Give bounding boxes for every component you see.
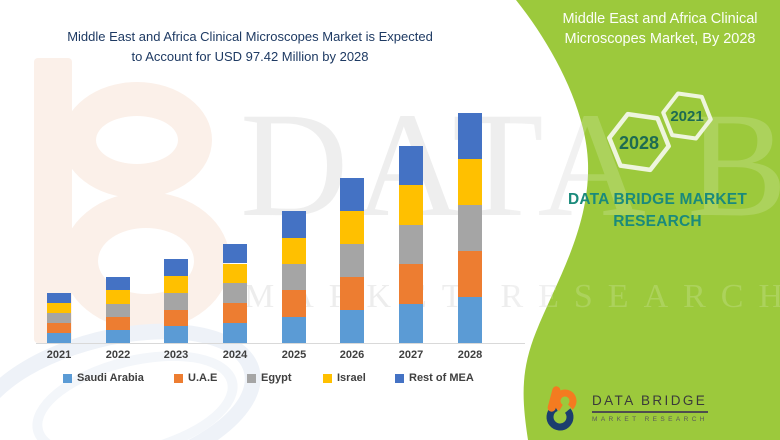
- legend-label: Rest of MEA: [409, 372, 474, 384]
- brand-text: DATA BRIDGE MARKET RESEARCH: [545, 189, 770, 234]
- hexagon-badges: [607, 91, 713, 173]
- bar-segment-u-a-e: [340, 276, 364, 310]
- bar-segment-saudi-arabia: [340, 309, 364, 343]
- bar-segment-rest-of-mea: [223, 243, 247, 264]
- hexagon-year-2028: 2028: [618, 133, 660, 153]
- bar-segment-rest-of-mea: [399, 145, 423, 186]
- bar-segment-israel: [340, 210, 364, 244]
- bar-segment-israel: [458, 158, 482, 205]
- bar-segment-u-a-e: [106, 316, 130, 330]
- legend-label: U.A.E: [188, 372, 218, 384]
- databridge-logo-icon: [546, 386, 577, 431]
- legend-swatch: [247, 373, 256, 383]
- bar-segment-saudi-arabia: [164, 326, 188, 343]
- legend-item-rest-of-mea: Rest of MEA: [395, 372, 474, 384]
- logo-subtitle: MARKET RESEARCH: [592, 416, 708, 423]
- bar-segment-u-a-e: [282, 290, 306, 317]
- bar-segment-u-a-e: [164, 309, 188, 327]
- logo-name: DATA BRIDGE: [592, 393, 708, 413]
- x-axis-label: 2022: [105, 349, 131, 361]
- x-axis-label: 2023: [163, 349, 189, 361]
- bar-segment-rest-of-mea: [106, 277, 130, 291]
- logo-orange-stem: [547, 386, 561, 412]
- bar-segment-saudi-arabia: [47, 332, 71, 343]
- bar-segment-egypt: [164, 292, 188, 310]
- bar-segment-rest-of-mea: [47, 292, 71, 303]
- x-axis-line: [36, 343, 525, 344]
- legend-item-egypt: Egypt: [247, 372, 292, 384]
- panel-title-line1: Middle East and Africa Clinical: [562, 11, 758, 27]
- bar-segment-saudi-arabia: [399, 303, 423, 343]
- bar-segment-rest-of-mea: [340, 177, 364, 211]
- brand-text-line2: RESEARCH: [613, 213, 702, 231]
- legend-swatch: [323, 373, 332, 383]
- bar-segment-saudi-arabia: [282, 316, 306, 343]
- bar-segment-israel: [223, 263, 247, 284]
- panel-title-line2: Microscopes Market, By 2028: [564, 31, 756, 47]
- x-axis-label: 2025: [281, 349, 307, 361]
- x-axis-label: 2026: [339, 349, 365, 361]
- bar-segment-saudi-arabia: [106, 329, 130, 343]
- legend-label: Israel: [337, 372, 366, 384]
- chart-title-line2: to Account for USD 97.42 Million by 2028: [131, 49, 369, 65]
- legend-swatch: [63, 373, 72, 383]
- bar-segment-u-a-e: [47, 322, 71, 333]
- bar-segment-egypt: [340, 243, 364, 277]
- legend-item-israel: Israel: [323, 372, 366, 384]
- bar-segment-saudi-arabia: [458, 296, 482, 343]
- legend-label: Egypt: [261, 372, 292, 384]
- panel-title: Middle East and Africa Clinical Microsco…: [540, 9, 780, 49]
- bar-segment-israel: [47, 302, 71, 313]
- legend-swatch: [395, 373, 404, 383]
- green-side-panel: [516, 0, 780, 440]
- bar-segment-u-a-e: [399, 264, 423, 304]
- bar-segment-egypt: [399, 224, 423, 265]
- bar-segment-israel: [282, 237, 306, 264]
- chart-title-line1: Middle East and Africa Clinical Microsco…: [67, 29, 433, 44]
- x-axis-label: 2024: [222, 349, 248, 361]
- logo-text: DATA BRIDGE MARKET RESEARCH: [592, 386, 708, 423]
- green-panel-shape: [516, 0, 780, 440]
- legend-label: Saudi Arabia: [77, 372, 144, 384]
- bar-segment-israel: [106, 290, 130, 304]
- bar-segment-saudi-arabia: [223, 323, 247, 343]
- brand-text-line1: DATA BRIDGE MARKET: [568, 191, 747, 208]
- bar-segment-rest-of-mea: [164, 259, 188, 277]
- hexagon-year-2021: 2021: [670, 108, 704, 125]
- bar-segment-egypt: [282, 263, 306, 291]
- bar-segment-egypt: [223, 283, 247, 304]
- bar-segment-rest-of-mea: [458, 112, 482, 159]
- bar-segment-israel: [399, 185, 423, 225]
- bar-segment-egypt: [458, 204, 482, 251]
- legend-swatch: [174, 373, 183, 383]
- hexagon-2028: [607, 111, 671, 173]
- databridge-logo: DATA BRIDGE MARKET RESEARCH: [543, 386, 708, 434]
- bar-segment-u-a-e: [223, 303, 247, 324]
- bar-segment-rest-of-mea: [282, 211, 306, 238]
- x-axis-label: 2028: [457, 349, 483, 361]
- bar-segment-u-a-e: [458, 250, 482, 297]
- bar-segment-egypt: [47, 312, 71, 323]
- x-axis-label: 2027: [398, 349, 424, 361]
- chart-title: Middle East and Africa Clinical Microsco…: [15, 27, 485, 67]
- legend-item-saudi-arabia: Saudi Arabia: [63, 372, 144, 384]
- legend-item-u-a-e: U.A.E: [174, 372, 217, 384]
- hexagon-2021: [661, 91, 713, 141]
- bar-segment-israel: [164, 276, 188, 293]
- bar-segment-egypt: [106, 303, 130, 317]
- x-axis-label: 2021: [46, 349, 72, 361]
- bar-chart: 2021 2022 2023 2024 2025 2026 2027 2028 Saudi Ar…: [36, 112, 525, 384]
